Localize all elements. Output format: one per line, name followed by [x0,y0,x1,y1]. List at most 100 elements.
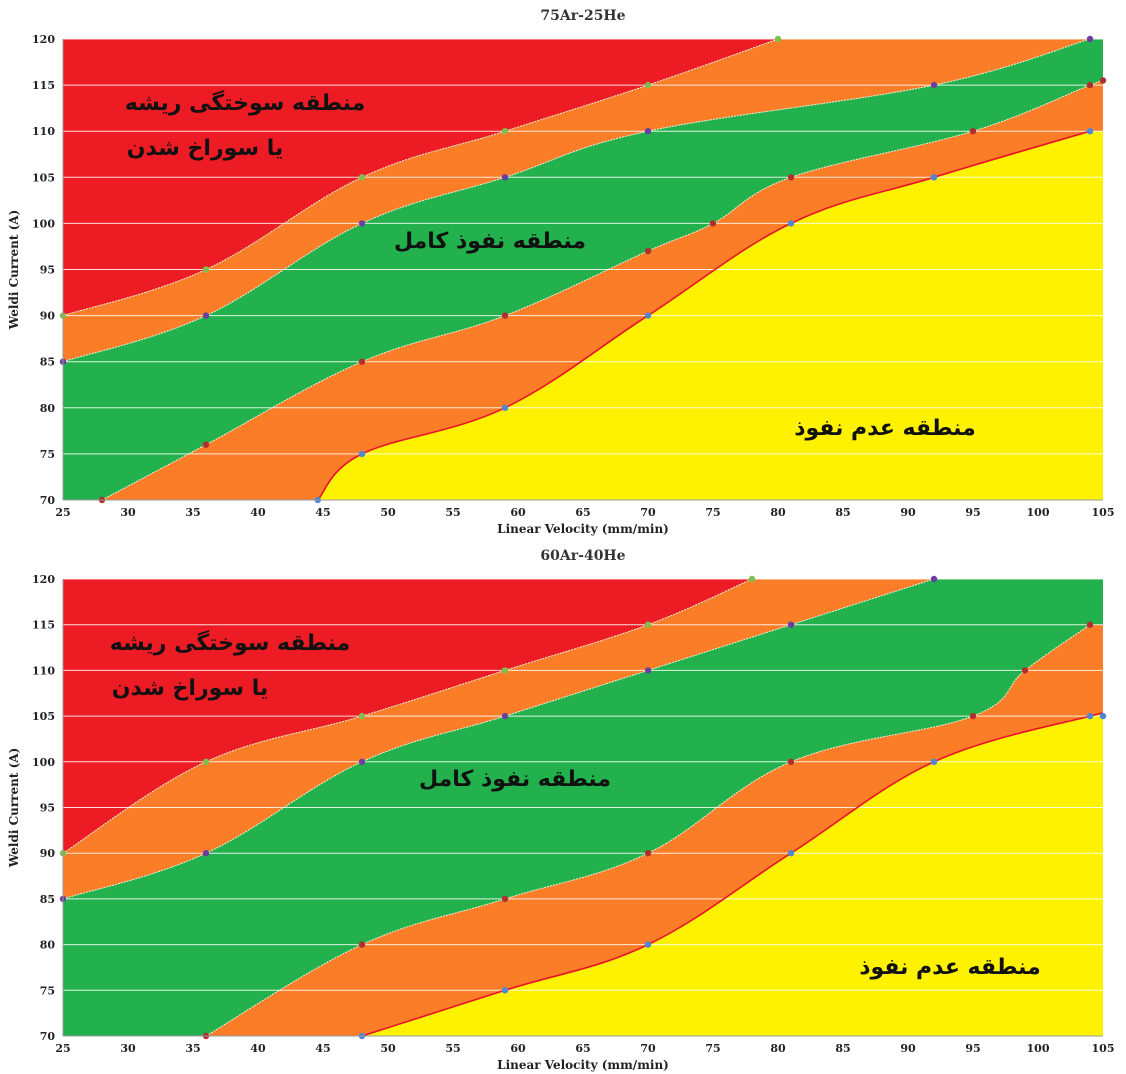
y-tick-label: 100 [32,217,55,230]
y-tick-label: 70 [40,494,56,507]
x-tick-label: 55 [445,1042,460,1055]
x-tick-label: 25 [55,1042,70,1055]
x-tick-label: 105 [1092,506,1115,519]
y-tick-label: 70 [40,1030,56,1043]
chart-75ar-25he: 70 75 80 85 90 95 100 105 110 115 120 25 30 35 40 45 50 5… [7,8,1115,536]
y-tick-label: 100 [32,756,55,769]
data-point [644,247,652,255]
x-tick-label: 40 [250,1042,266,1055]
data-point [644,128,652,135]
data-point [644,941,652,948]
x-tick-label: 75 [705,1042,720,1055]
x-tick-label: 100 [1027,506,1050,519]
data-point [358,220,366,227]
x-tick-label: 80 [770,1042,786,1055]
x-tick-label: 95 [965,1042,980,1055]
x-tick-label: 90 [900,1042,916,1055]
x-tick-label: 100 [1027,1042,1050,1055]
y-axis-label: Weldi Current (A) [7,210,21,330]
data-point [501,312,509,319]
x-tick-label: 90 [900,506,916,519]
data-point [1086,128,1094,135]
boundary-line-burn [63,39,779,317]
boundary-line-full [101,79,1103,500]
chart-title: 60Ar-40He [540,548,625,564]
region-label-burn-line2: یا سوراخ شدن [112,676,268,701]
data-point [930,575,938,583]
x-tick-label: 45 [315,1042,330,1055]
data-point [1086,35,1094,43]
y-tick-label: 110 [32,125,55,138]
x-axis-label: Linear Velocity (mm/min) [497,1058,669,1072]
region-label-no-penetration: منطقه عدم نفوذ [794,416,976,441]
data-point [202,312,210,319]
data-point [501,987,509,994]
data-point [709,220,717,227]
data-point [358,758,366,765]
plot-area [63,579,1103,1036]
y-tick-label: 115 [32,79,55,92]
x-tick-label: 25 [55,506,70,519]
region-label-burn-line2: یا سوراخ شدن [127,136,283,161]
x-tick-label: 40 [250,506,266,519]
chart-svg: 70 75 80 85 90 95 100 105 110 115 120 25 30 35 40 45 50 5… [7,548,1114,1072]
data-point [202,441,210,448]
data-point [644,621,652,628]
data-point [930,174,938,181]
y-tick-label: 120 [32,573,55,586]
data-point [969,128,977,135]
data-point [930,758,938,765]
data-point [202,758,210,765]
data-point [644,667,652,674]
y-axis-label: Weldi Current (A) [7,748,21,868]
y-tick-label: 90 [40,310,56,323]
data-point [358,358,366,365]
x-tick-label: 70 [640,506,656,519]
x-tick-label: 85 [835,1042,850,1055]
region-label-burn-line1: منطقه سوختگی ریشه [125,89,366,116]
chart-svg: 70 75 80 85 90 95 100 105 110 115 120 25 30 35 40 45 50 5… [7,8,1115,536]
data-point [1021,667,1029,674]
data-point [1099,77,1107,84]
data-point [787,220,795,227]
data-point [930,81,938,89]
y-tick-label: 120 [32,33,55,46]
region-label-full-penetration: منطقه نفوذ کامل [394,229,586,254]
y-tick-label: 75 [40,984,55,997]
x-tick-label: 35 [185,506,200,519]
y-tick-label: 80 [40,402,56,415]
data-point [644,312,652,319]
data-point [1086,81,1094,89]
y-tick-label: 90 [40,847,56,860]
data-point [787,621,795,628]
data-point [501,174,509,181]
x-tick-label: 30 [120,506,136,519]
data-point [501,667,509,674]
region-label-burn-line1: منطقه سوختگی ریشه [110,629,351,656]
region-label-full-penetration: منطقه نفوذ کامل [419,767,611,792]
x-tick-label: 70 [640,1042,656,1055]
data-point [358,712,366,720]
x-tick-label: 50 [380,1042,396,1055]
x-tick-label: 65 [575,1042,590,1055]
x-tick-label: 45 [315,506,330,519]
region-burn [63,39,1103,316]
y-tick-label: 85 [40,893,55,906]
data-point [358,941,366,948]
data-point [202,266,210,273]
data-point [787,174,795,181]
x-tick-label: 95 [965,506,980,519]
y-tick-label: 105 [32,710,55,723]
data-point [1086,712,1094,720]
x-tick-label: 85 [835,506,850,519]
x-tick-label: 75 [705,506,720,519]
x-tick-label: 50 [380,506,396,519]
plot-area [63,39,1103,500]
data-point [358,450,366,458]
x-tick-label: 65 [575,506,590,519]
data-point [202,850,210,857]
region-label-no-penetration: منطقه عدم نفوذ [859,955,1041,980]
region-burn [63,579,1103,854]
data-point [787,758,795,765]
y-tick-label: 105 [32,171,55,184]
